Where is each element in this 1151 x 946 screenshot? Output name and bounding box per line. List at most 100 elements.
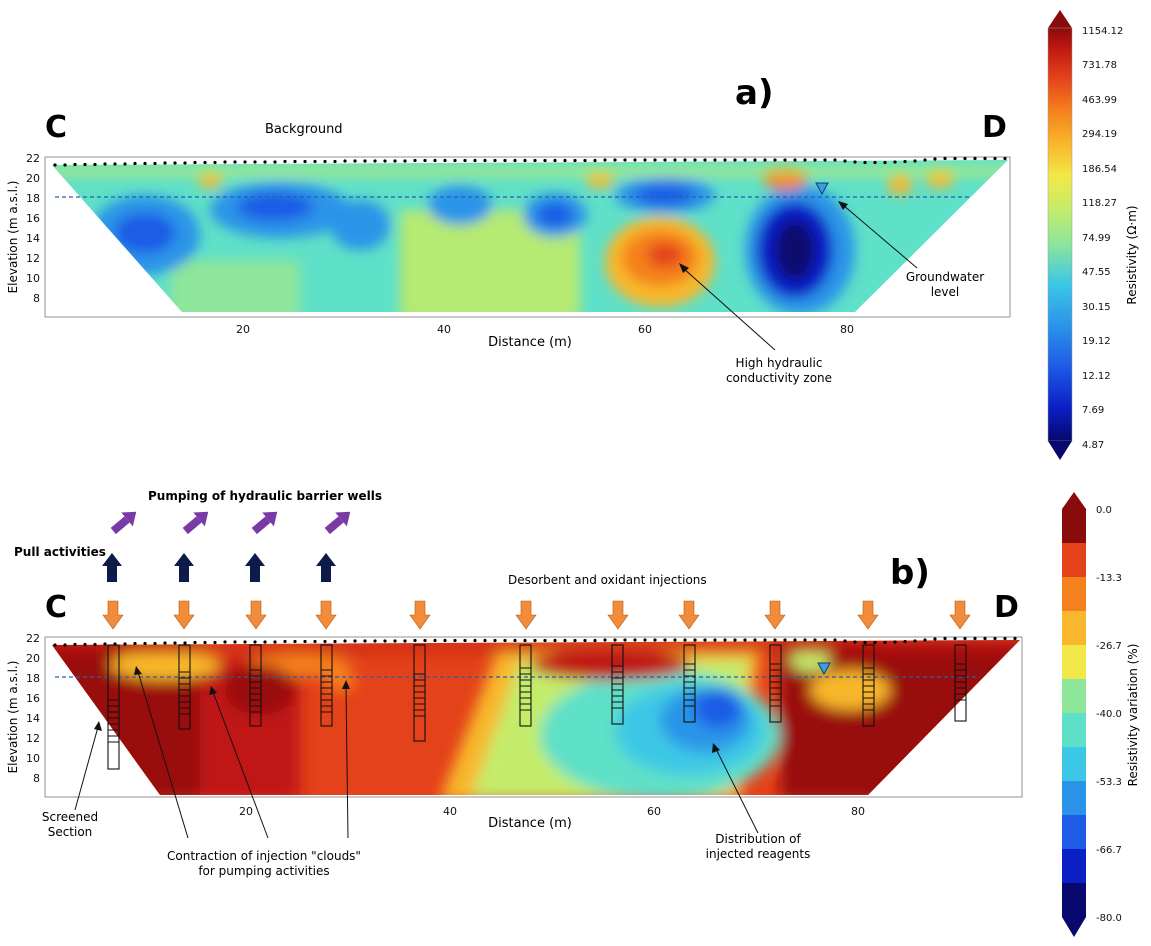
y-tick-label: 14 <box>26 712 40 725</box>
colorbar-a-tick: 118.27 <box>1082 198 1117 209</box>
contraction-label-2: for pumping activities <box>198 864 329 878</box>
colorbar-b-top-cap <box>1062 492 1086 509</box>
pull-arrow <box>316 553 336 582</box>
pump-arrow <box>182 511 209 535</box>
panel-b: b) C D Pumping of hydraulic barrier well… <box>6 489 1023 878</box>
hc-pointer-head <box>679 263 689 273</box>
well <box>320 644 333 727</box>
colorbar-a-tick: 186.54 <box>1082 164 1117 175</box>
distribution-label-1: Distribution of <box>715 832 801 846</box>
y-tick-label: 12 <box>26 252 40 265</box>
colorbar-a-tick: 74.99 <box>1082 233 1111 244</box>
y-tick-label: 22 <box>26 632 40 645</box>
panel-a-y-axis: 22 20 18 16 14 12 10 8 <box>26 152 40 305</box>
well <box>862 644 875 727</box>
x-tick-label: 40 <box>443 805 457 818</box>
wells <box>107 644 967 770</box>
panel-b-y-label: Elevation (m a.s.l.) <box>6 661 20 774</box>
injection-arrow <box>515 600 537 630</box>
screened-label-1: Screened <box>42 810 98 824</box>
panel-b-right-label: D <box>994 590 1019 625</box>
colorbar-b-bottom-cap <box>1062 917 1086 937</box>
colorbar-a-tick: 4.87 <box>1082 440 1104 451</box>
hc-pointer <box>682 267 776 351</box>
y-tick-label: 10 <box>26 752 40 765</box>
well <box>107 644 120 770</box>
y-tick-label: 16 <box>26 692 40 705</box>
well <box>249 644 262 727</box>
panel-b-water-table-marker <box>817 662 831 676</box>
panel-a-water-table-marker <box>815 182 829 196</box>
y-tick-label: 20 <box>26 172 40 185</box>
y-tick-label: 8 <box>33 772 40 785</box>
colorbar-a-tick: 731.78 <box>1082 60 1117 71</box>
colorbar-b-tick: 0.0 <box>1096 505 1112 516</box>
well <box>611 644 624 725</box>
colorbar-a-tick: 294.19 <box>1082 129 1117 140</box>
y-tick-label: 16 <box>26 212 40 225</box>
panel-a-right-label: D <box>982 110 1007 145</box>
panel-a-x-axis: 20 40 60 80 <box>236 323 854 336</box>
panel-a-x-label: Distance (m) <box>488 335 572 350</box>
well <box>769 644 782 723</box>
injection-arrow <box>409 600 431 630</box>
x-tick-label: 40 <box>437 323 451 336</box>
well <box>413 644 426 742</box>
panel-b-left-label: C <box>45 590 67 625</box>
hc-label-2: conductivity zone <box>726 371 832 385</box>
y-tick-label: 8 <box>33 292 40 305</box>
colorbar-a-label: Resistivity (Ω·m) <box>1125 205 1139 304</box>
panel-b-plot-frame <box>44 636 1023 798</box>
colorbar-a-tick: 463.99 <box>1082 95 1117 106</box>
colorbar-a-tick: 30.15 <box>1082 302 1111 313</box>
well <box>519 644 532 727</box>
x-tick-label: 60 <box>638 323 652 336</box>
colorbar-b-tick: -26.7 <box>1096 641 1122 652</box>
panel-b-letter: b) <box>890 553 930 593</box>
colorbar-b-tick: -13.3 <box>1096 573 1122 584</box>
panel-b-y-axis: 22 20 18 16 14 12 10 8 <box>26 632 40 785</box>
colorbar-b-tick: -40.0 <box>1096 709 1122 720</box>
y-tick-label: 12 <box>26 732 40 745</box>
colorbar-b-tick: -53.3 <box>1096 777 1122 788</box>
y-tick-label: 18 <box>26 192 40 205</box>
panel-a-letter: a) <box>735 73 773 113</box>
colorbar-a-tick: 7.69 <box>1082 405 1104 416</box>
groundwater-label-1: Groundwater <box>906 270 984 284</box>
well <box>178 644 191 730</box>
panel-a-plot-frame <box>44 156 1011 318</box>
colorbar-b-tick: -80.0 <box>1096 913 1122 924</box>
panel-a-electrode-dots <box>53 156 1007 167</box>
y-tick-label: 20 <box>26 652 40 665</box>
y-tick-label: 22 <box>26 152 40 165</box>
panel-a: a) C D Background <box>6 73 1011 385</box>
injection-arrow <box>607 600 629 630</box>
pull-arrows <box>102 553 336 582</box>
contraction-label-1: Contraction of injection "clouds" <box>167 849 361 863</box>
injection-arrow <box>857 600 879 630</box>
panel-b-x-axis: 20 40 60 80 <box>239 805 865 818</box>
y-tick-label: 18 <box>26 672 40 685</box>
panel-a-y-label: Elevation (m a.s.l.) <box>6 181 20 294</box>
pull-arrow <box>174 553 194 582</box>
contraction-pointer-2-head <box>209 686 217 695</box>
x-tick-label: 80 <box>851 805 865 818</box>
pumping-label: Pumping of hydraulic barrier wells <box>148 489 382 503</box>
colorbar-b-ticks: 0.0 -13.3 -26.7 -40.0 -53.3 -66.7 -80.0 <box>1096 505 1122 924</box>
distribution-pointer-head <box>712 743 720 753</box>
colorbar-a: 1154.12 731.78 463.99 294.19 186.54 118.… <box>1047 10 1139 460</box>
injection-arrow <box>173 600 195 630</box>
injection-arrow <box>949 600 971 630</box>
groundwater-pointer-head <box>838 201 848 210</box>
pump-arrow <box>324 511 351 535</box>
colorbar-b-swatches <box>1062 509 1086 917</box>
contraction-pointer-3-head <box>342 680 350 689</box>
well <box>954 644 967 722</box>
colorbar-a-tick: 1154.12 <box>1082 26 1123 37</box>
injections-label: Desorbent and oxidant injections <box>508 573 707 587</box>
screened-pointer <box>74 726 99 811</box>
x-tick-label: 80 <box>840 323 854 336</box>
colorbar-b: 0.0 -13.3 -26.7 -40.0 -53.3 -66.7 -80.0 … <box>1062 492 1140 937</box>
pull-label: Pull activities <box>14 545 106 559</box>
screened-pointer-head <box>94 721 102 731</box>
